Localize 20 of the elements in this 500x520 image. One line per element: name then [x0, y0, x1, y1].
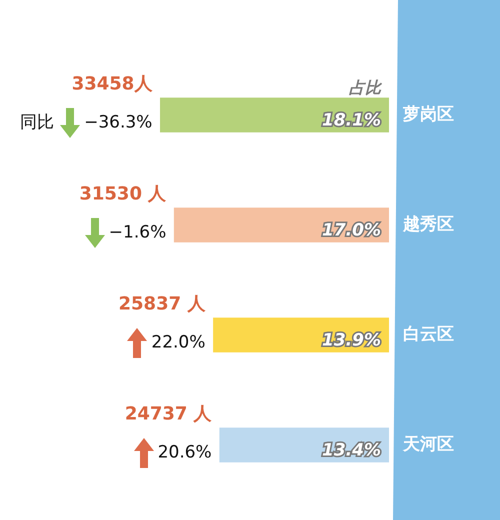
y-tick-label: 越秀区 [402, 214, 454, 234]
y-tick-label: 白云区 [403, 324, 454, 344]
bar [160, 98, 389, 132]
data-label: 17.0% [322, 220, 381, 240]
data-label: 13.4% [322, 440, 381, 460]
text: 同比 [20, 112, 54, 132]
bar [174, 208, 389, 242]
annotation: 22.0% [151, 332, 206, 352]
y-tick-label: 天河区 [402, 434, 454, 454]
annotation: 20.6% [158, 442, 212, 462]
annotation: −1.6% [108, 222, 166, 242]
annotation: 24737 人 [124, 404, 213, 425]
data-label: 13.9% [322, 330, 381, 350]
text: −36.3% [84, 112, 152, 132]
data-label: 18.1% [322, 110, 381, 130]
annotation: 占比 [348, 78, 383, 98]
text: 33458人 [72, 74, 154, 95]
y-tick-label: 萝岗区 [402, 104, 454, 124]
annotation: 25837 人 [118, 294, 206, 315]
annotation: 31530 人 [79, 184, 168, 205]
